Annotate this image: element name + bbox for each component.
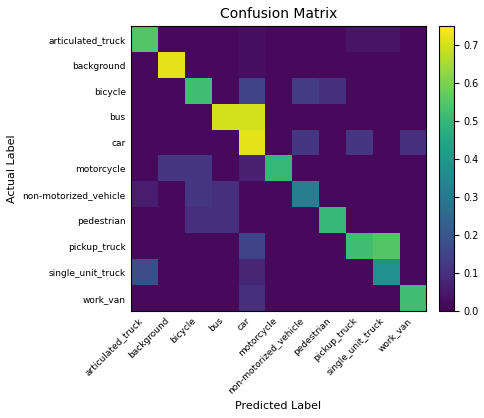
X-axis label: Predicted Label: Predicted Label [235,401,321,411]
Y-axis label: Actual Label: Actual Label [7,135,17,203]
Title: Confusion Matrix: Confusion Matrix [219,7,336,21]
